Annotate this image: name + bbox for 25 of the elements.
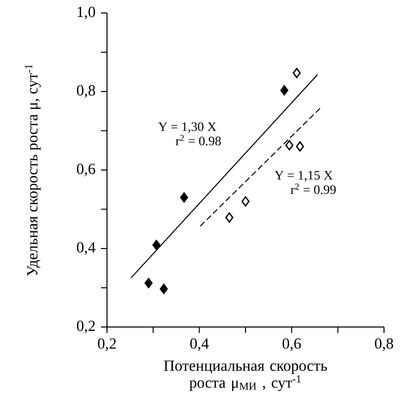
point xyxy=(152,240,160,250)
x-tick-label: 0,2 xyxy=(98,338,116,351)
point xyxy=(180,192,188,203)
annotation: r$^{2}$ = 0.99 xyxy=(290,184,336,194)
y-tick-label: 0,6 xyxy=(76,164,96,176)
x-axis-title: Потенциальная скорость роста μ$_{МИ}$ , сут$^{-1}$ xyxy=(164,360,328,391)
point xyxy=(225,212,234,223)
point xyxy=(144,278,153,288)
y-tick-label: 0,8 xyxy=(76,85,96,98)
point xyxy=(241,196,250,207)
y-axis-title: Удельная скорость роста μ, сут$^{-1}$ xyxy=(25,64,41,276)
annotation: Y = 1,15 X xyxy=(274,171,333,182)
x-tick-label: 0,8 xyxy=(374,338,394,351)
point xyxy=(292,68,301,78)
x-tick-label: 0,6 xyxy=(282,338,301,351)
annotation: Y = 1,30 X xyxy=(158,122,216,133)
y-tick-label: 1,0 xyxy=(78,6,96,20)
point xyxy=(280,85,288,96)
point xyxy=(296,141,304,152)
y-tick-label: 0,4 xyxy=(76,242,96,255)
y-tick-label: 0,2 xyxy=(76,320,95,334)
point xyxy=(285,140,294,150)
x-tick-label: 0,4 xyxy=(190,338,209,351)
annotation: r$^{2}$ = 0.98 xyxy=(176,134,221,146)
point xyxy=(160,284,168,294)
